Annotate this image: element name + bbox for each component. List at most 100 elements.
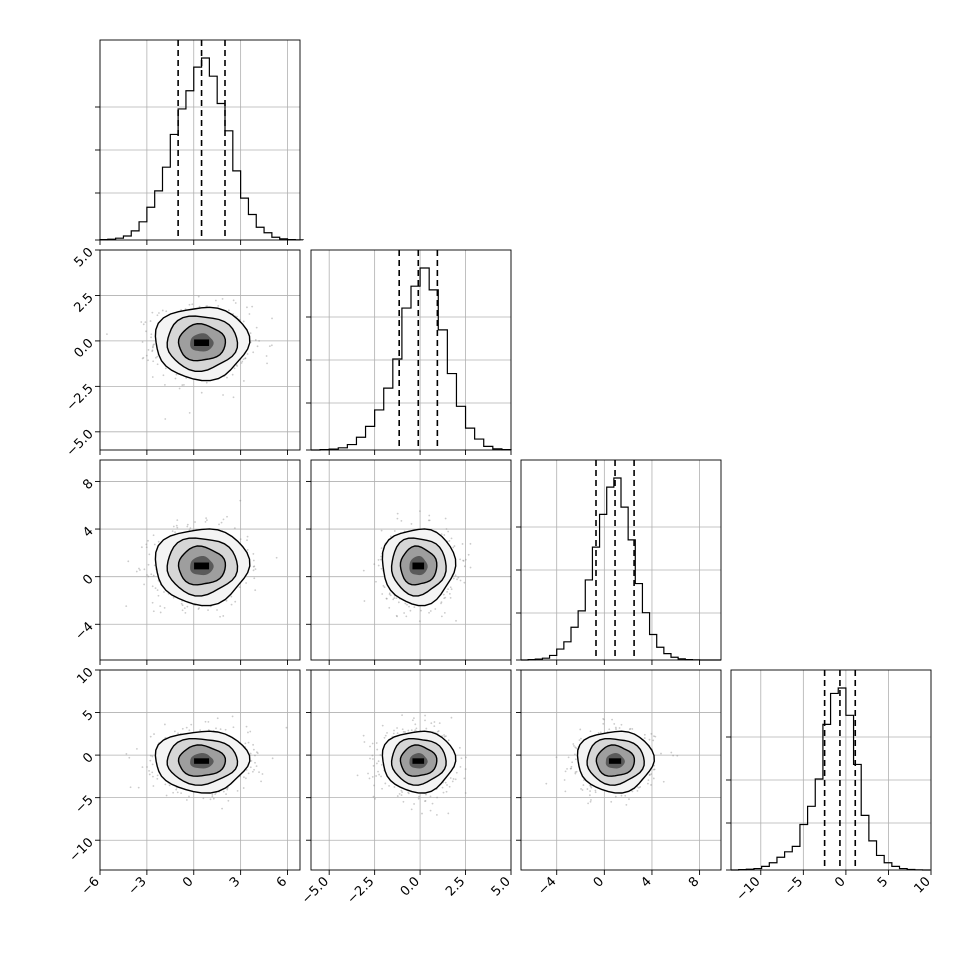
panel-frame: [310, 459, 512, 661]
scatter-point: [602, 717, 605, 720]
scatter-point: [396, 795, 399, 797]
scatter-point: [586, 788, 589, 790]
scatter-point: [429, 795, 432, 798]
scatter-point: [172, 596, 175, 599]
scatter-point: [418, 620, 421, 623]
y-tick-label: 0: [80, 750, 96, 766]
contour-line: [381, 528, 457, 607]
scatter-point: [392, 732, 395, 735]
scatter-point: [572, 743, 575, 745]
scatter-point: [436, 796, 438, 799]
scatter-point: [449, 586, 452, 589]
scatter-point: [381, 787, 383, 790]
scatter-point: [676, 754, 679, 757]
scatter-point: [575, 747, 578, 750]
scatter-point: [443, 734, 445, 736]
x-tick-label: 4: [638, 874, 654, 890]
scatter-point: [204, 520, 207, 523]
scatter-point: [424, 799, 427, 802]
scatter-point: [151, 349, 154, 352]
scatter-point: [396, 732, 399, 735]
scatter-point: [440, 615, 443, 618]
x-tick-label: 0: [180, 874, 196, 890]
scatter-point: [447, 739, 450, 742]
scatter-point: [230, 603, 233, 606]
y-tick-label: 0: [80, 572, 96, 588]
scatter-point: [407, 792, 410, 795]
scatter-point: [451, 780, 454, 783]
scatter-point: [148, 773, 151, 776]
scatter-point: [218, 523, 220, 526]
scatter-point: [406, 603, 408, 606]
scatter-point: [268, 345, 271, 348]
scatter-point: [153, 543, 156, 546]
scatter-point: [448, 539, 451, 542]
scatter-point: [252, 569, 255, 572]
scatter-point: [430, 722, 433, 725]
scatter-point: [252, 743, 255, 746]
scatter-point: [216, 609, 218, 611]
scatter-point: [145, 330, 147, 333]
scatter-point: [378, 773, 381, 776]
scatter-point: [408, 605, 410, 608]
histogram-panel-p3: [516, 459, 722, 665]
scatter-point: [149, 735, 152, 738]
scatter-point: [469, 542, 472, 545]
histogram-p2: [311, 267, 512, 451]
scatter-point: [414, 729, 417, 732]
scatter-point: [246, 539, 248, 542]
scatter-point: [232, 726, 235, 729]
scatter-point: [145, 546, 148, 549]
scatter-point: [252, 748, 255, 751]
scatter-point: [247, 772, 250, 775]
scatter-point: [660, 752, 662, 755]
x-tick-label: −4: [535, 874, 559, 898]
y-tick-label: −5: [72, 793, 96, 817]
scatter-point: [265, 355, 268, 357]
density-peak: [194, 758, 210, 764]
scatter-point: [244, 357, 247, 360]
scatter-point: [393, 530, 396, 532]
scatter-point: [188, 795, 190, 798]
panel-frame: [99, 669, 301, 871]
scatter-point: [427, 519, 430, 522]
scatter-point: [198, 607, 200, 609]
contour-panel-p1-p4: −10 −5 0 5 10 −6 −3 0 3 6: [67, 665, 301, 898]
scatter-point: [440, 602, 442, 605]
scatter-point: [410, 729, 413, 732]
scatter-point: [459, 765, 462, 768]
scatter-point: [375, 775, 378, 777]
scatter-point: [569, 767, 572, 770]
scatter-point: [227, 799, 230, 802]
scatter-point: [602, 722, 605, 725]
scatter-point: [590, 799, 592, 801]
scatter-point: [459, 558, 462, 561]
contour-line: [595, 744, 636, 777]
scatter-point: [652, 768, 655, 771]
scatter-point: [402, 730, 405, 733]
scatter-point: [246, 535, 249, 538]
scatter-point: [152, 345, 154, 348]
contour-panel-p1-p3: −4 0 4 8: [72, 459, 301, 665]
contour-panel-p2-p3: [306, 459, 512, 665]
scatter-point: [183, 607, 186, 610]
scatter-point: [165, 310, 168, 313]
scatter-point: [156, 774, 159, 777]
scatter-point: [599, 731, 602, 734]
scatter-point: [438, 722, 441, 724]
scatter-point: [142, 356, 145, 359]
scatter-point: [174, 377, 177, 380]
scatter-point: [454, 778, 457, 781]
scatter-point: [615, 728, 617, 730]
scatter-point: [261, 773, 264, 775]
scatter-point: [393, 729, 395, 732]
scatter-point: [172, 791, 175, 794]
scatter-point: [625, 803, 628, 806]
scatter-point: [220, 521, 223, 524]
scatter-point: [235, 364, 238, 366]
scatter-point: [555, 756, 558, 759]
scatter-point: [226, 376, 228, 379]
scatter-point: [428, 611, 430, 614]
scatter-point: [181, 604, 184, 607]
scatter-point: [447, 530, 450, 533]
